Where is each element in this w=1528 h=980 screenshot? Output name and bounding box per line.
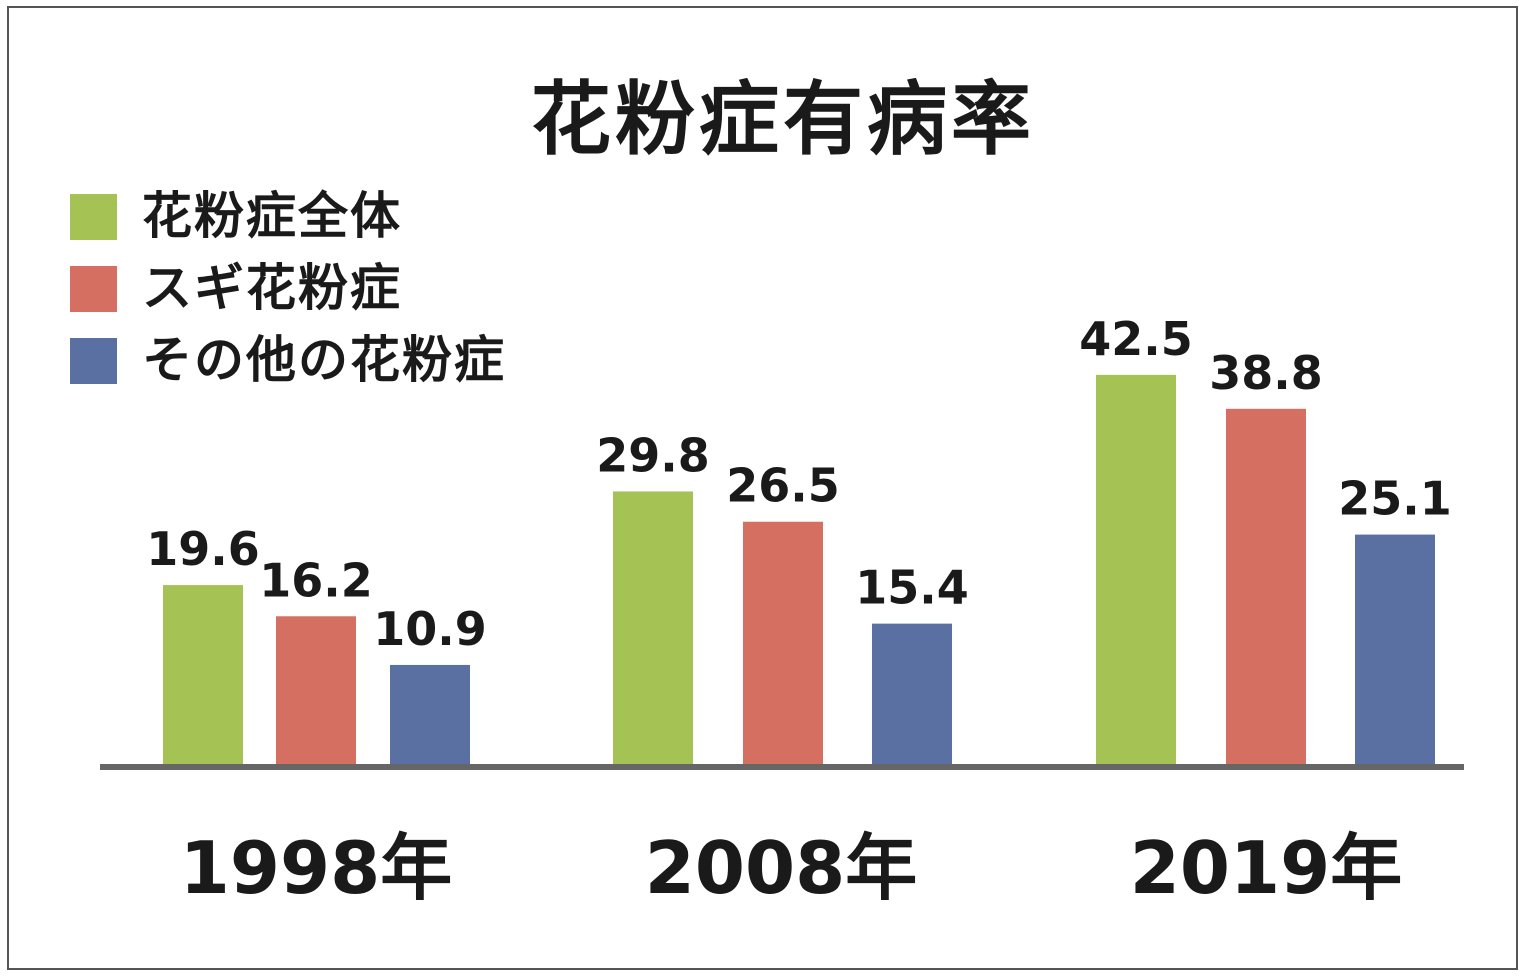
data-label-total-2: 42.5 bbox=[1079, 312, 1193, 366]
bar-other-0 bbox=[390, 664, 470, 765]
chart-title: 花粉症有病率 bbox=[531, 73, 1035, 166]
data-label-cedar-0: 16.2 bbox=[259, 553, 373, 607]
legend-label-total: 花粉症全体 bbox=[142, 187, 402, 245]
x-axis-baseline bbox=[100, 764, 1464, 770]
data-label-other-1: 15.4 bbox=[855, 561, 969, 615]
category-label-1: 2008年 bbox=[645, 826, 917, 910]
bar-cedar-1 bbox=[743, 521, 823, 765]
data-label-total-1: 29.8 bbox=[596, 428, 710, 482]
bar-other-2 bbox=[1355, 534, 1435, 765]
data-label-cedar-1: 26.5 bbox=[726, 459, 840, 513]
bar-cedar-2 bbox=[1226, 408, 1306, 765]
bar-total-2 bbox=[1096, 374, 1176, 765]
legend-label-other: その他の花粉症 bbox=[142, 331, 506, 389]
legend-label-cedar: スギ花粉症 bbox=[142, 259, 402, 317]
category-label-2: 2019年 bbox=[1130, 826, 1402, 910]
bar-other-1 bbox=[872, 623, 952, 765]
legend-item-other: その他の花粉症 bbox=[70, 324, 630, 396]
bar-cedar-0 bbox=[276, 616, 356, 765]
legend-swatch-total bbox=[70, 194, 117, 240]
data-label-total-0: 19.6 bbox=[146, 522, 260, 576]
category-label-0: 1998年 bbox=[180, 826, 452, 910]
bar-total-0 bbox=[163, 585, 243, 765]
legend: 花粉症全体 スギ花粉症 その他の花粉症 bbox=[70, 180, 630, 396]
legend-item-total: 花粉症全体 bbox=[70, 180, 630, 252]
data-label-other-2: 25.1 bbox=[1338, 472, 1452, 526]
bar-total-1 bbox=[613, 491, 693, 765]
legend-swatch-cedar bbox=[70, 266, 117, 312]
legend-swatch-other bbox=[70, 338, 117, 384]
data-label-cedar-2: 38.8 bbox=[1209, 346, 1323, 400]
legend-item-cedar: スギ花粉症 bbox=[70, 252, 630, 324]
data-label-other-0: 10.9 bbox=[373, 602, 487, 656]
